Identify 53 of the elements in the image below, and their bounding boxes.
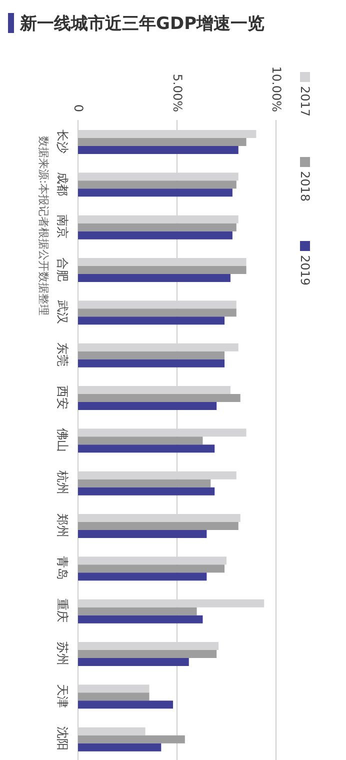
y-tick-label: 青岛 [56, 556, 70, 580]
y-tick-label: 合肥 [56, 257, 70, 282]
x-tick-label: 10.00% [270, 66, 284, 112]
bar [78, 359, 225, 368]
bar [78, 223, 236, 232]
x-tick-label: 5.00% [170, 74, 185, 112]
bar [78, 394, 240, 402]
y-tick-label: 沈阳 [56, 726, 70, 751]
bar [78, 479, 211, 488]
bar [78, 231, 232, 240]
bar [78, 146, 238, 154]
bar [78, 615, 203, 624]
source-note: 数据来源:本报记者根据公开数据整理 [37, 136, 50, 316]
bar [78, 607, 197, 616]
bar [78, 487, 215, 496]
bar [78, 444, 215, 453]
bar [78, 188, 232, 197]
y-tick-label: 长沙 [56, 129, 70, 154]
legend-label: 2017 [298, 86, 312, 117]
y-tick-label: 成都 [56, 172, 70, 196]
bar [78, 564, 225, 573]
bar [78, 735, 185, 744]
bar [78, 138, 246, 146]
y-tick-label: 佛山 [56, 428, 70, 452]
y-tick-label: 苏州 [56, 641, 70, 666]
bar [78, 572, 207, 581]
x-tick-label: 0 [72, 104, 86, 112]
legend-label: 2019 [298, 255, 312, 286]
bar [78, 274, 230, 282]
y-tick-label: 天津 [56, 684, 70, 708]
bar [78, 743, 162, 752]
bar [78, 658, 189, 666]
bar [78, 351, 225, 360]
bar [78, 308, 236, 317]
y-tick-label: 东莞 [56, 342, 70, 367]
bar [78, 436, 203, 445]
bar [78, 180, 236, 189]
bar [78, 700, 174, 709]
y-tick-label: 西安 [56, 385, 70, 410]
y-tick-label: 郑州 [56, 513, 70, 538]
y-tick-label: 武汉 [56, 300, 70, 324]
bar [78, 266, 246, 274]
bar [78, 402, 217, 410]
bar [78, 316, 225, 325]
y-tick-label: 杭州 [56, 470, 70, 495]
bar [78, 650, 217, 658]
legend-label: 2018 [298, 170, 312, 202]
bar [78, 522, 238, 530]
y-tick-label: 南京 [56, 214, 70, 239]
chart-title: 新一线城市近三年GDP增速一览 [20, 12, 265, 34]
bar [78, 692, 150, 701]
y-tick-label: 重庆 [56, 598, 70, 623]
bar [78, 530, 207, 538]
